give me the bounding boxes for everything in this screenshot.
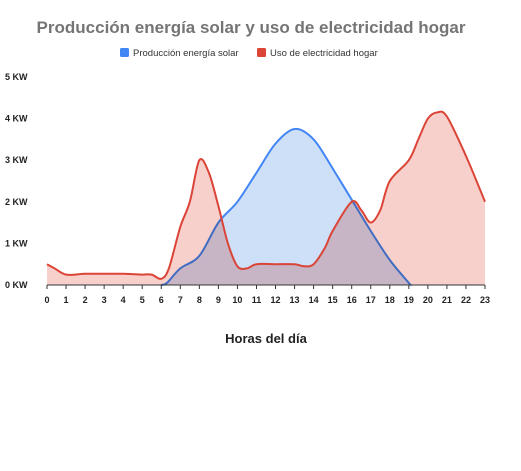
x-tick-label: 4 (121, 295, 126, 305)
y-tick-label: 1 KW (5, 238, 28, 248)
x-tick-label: 0 (44, 295, 49, 305)
x-tick-label: 12 (271, 295, 281, 305)
plot-area (46, 110, 486, 287)
legend-label: Uso de electricidad hogar (270, 48, 378, 59)
x-tick-label: 23 (480, 295, 490, 305)
x-tick-label: 22 (461, 295, 471, 305)
x-tick-label: 6 (159, 295, 164, 305)
x-tick-label: 16 (347, 295, 357, 305)
y-tick-label: 5 KW (5, 72, 28, 82)
y-tick-label: 3 KW (5, 155, 28, 165)
x-tick-label: 15 (328, 295, 338, 305)
area-consumo (47, 111, 485, 285)
x-axis-label: Horas del día (225, 331, 307, 346)
legend-label: Producción energía solar (133, 48, 239, 59)
x-tick-label: 5 (140, 295, 145, 305)
y-tick-label: 0 KW (5, 280, 28, 290)
x-tick-label: 19 (404, 295, 414, 305)
x-tick-label: 20 (423, 295, 433, 305)
x-tick-label: 9 (216, 295, 221, 305)
x-tick-label: 1 (64, 295, 69, 305)
x-tick-label: 18 (385, 295, 395, 305)
x-tick-label: 8 (197, 295, 202, 305)
x-tick-label: 17 (366, 295, 376, 305)
x-tick-label: 2 (83, 295, 88, 305)
x-tick-label: 21 (442, 295, 452, 305)
x-tick-label: 7 (178, 295, 183, 305)
legend-item: Uso de electricidad hogar (257, 48, 378, 59)
chart-title: Producción energía solar y uso de electr… (37, 18, 466, 37)
line-consumo (46, 110, 486, 280)
legend-item: Producción energía solar (120, 48, 239, 59)
legend-swatch (257, 48, 266, 57)
x-tick-label: 3 (102, 295, 107, 305)
legend: Producción energía solar Uso de electrici… (120, 48, 378, 59)
x-tick-label: 11 (252, 295, 262, 305)
x-tick-label: 14 (309, 295, 319, 305)
legend-swatch (120, 48, 129, 57)
axes: 0 KW1 KW2 KW3 KW4 KW5 KW0 1 2 3 4 5 6 7 8 9 10 11 12… (5, 72, 490, 305)
y-tick-label: 4 KW (5, 114, 28, 124)
x-tick-label: 13 (290, 295, 300, 305)
x-tick-label: 10 (232, 295, 242, 305)
y-tick-label: 2 KW (5, 197, 28, 207)
